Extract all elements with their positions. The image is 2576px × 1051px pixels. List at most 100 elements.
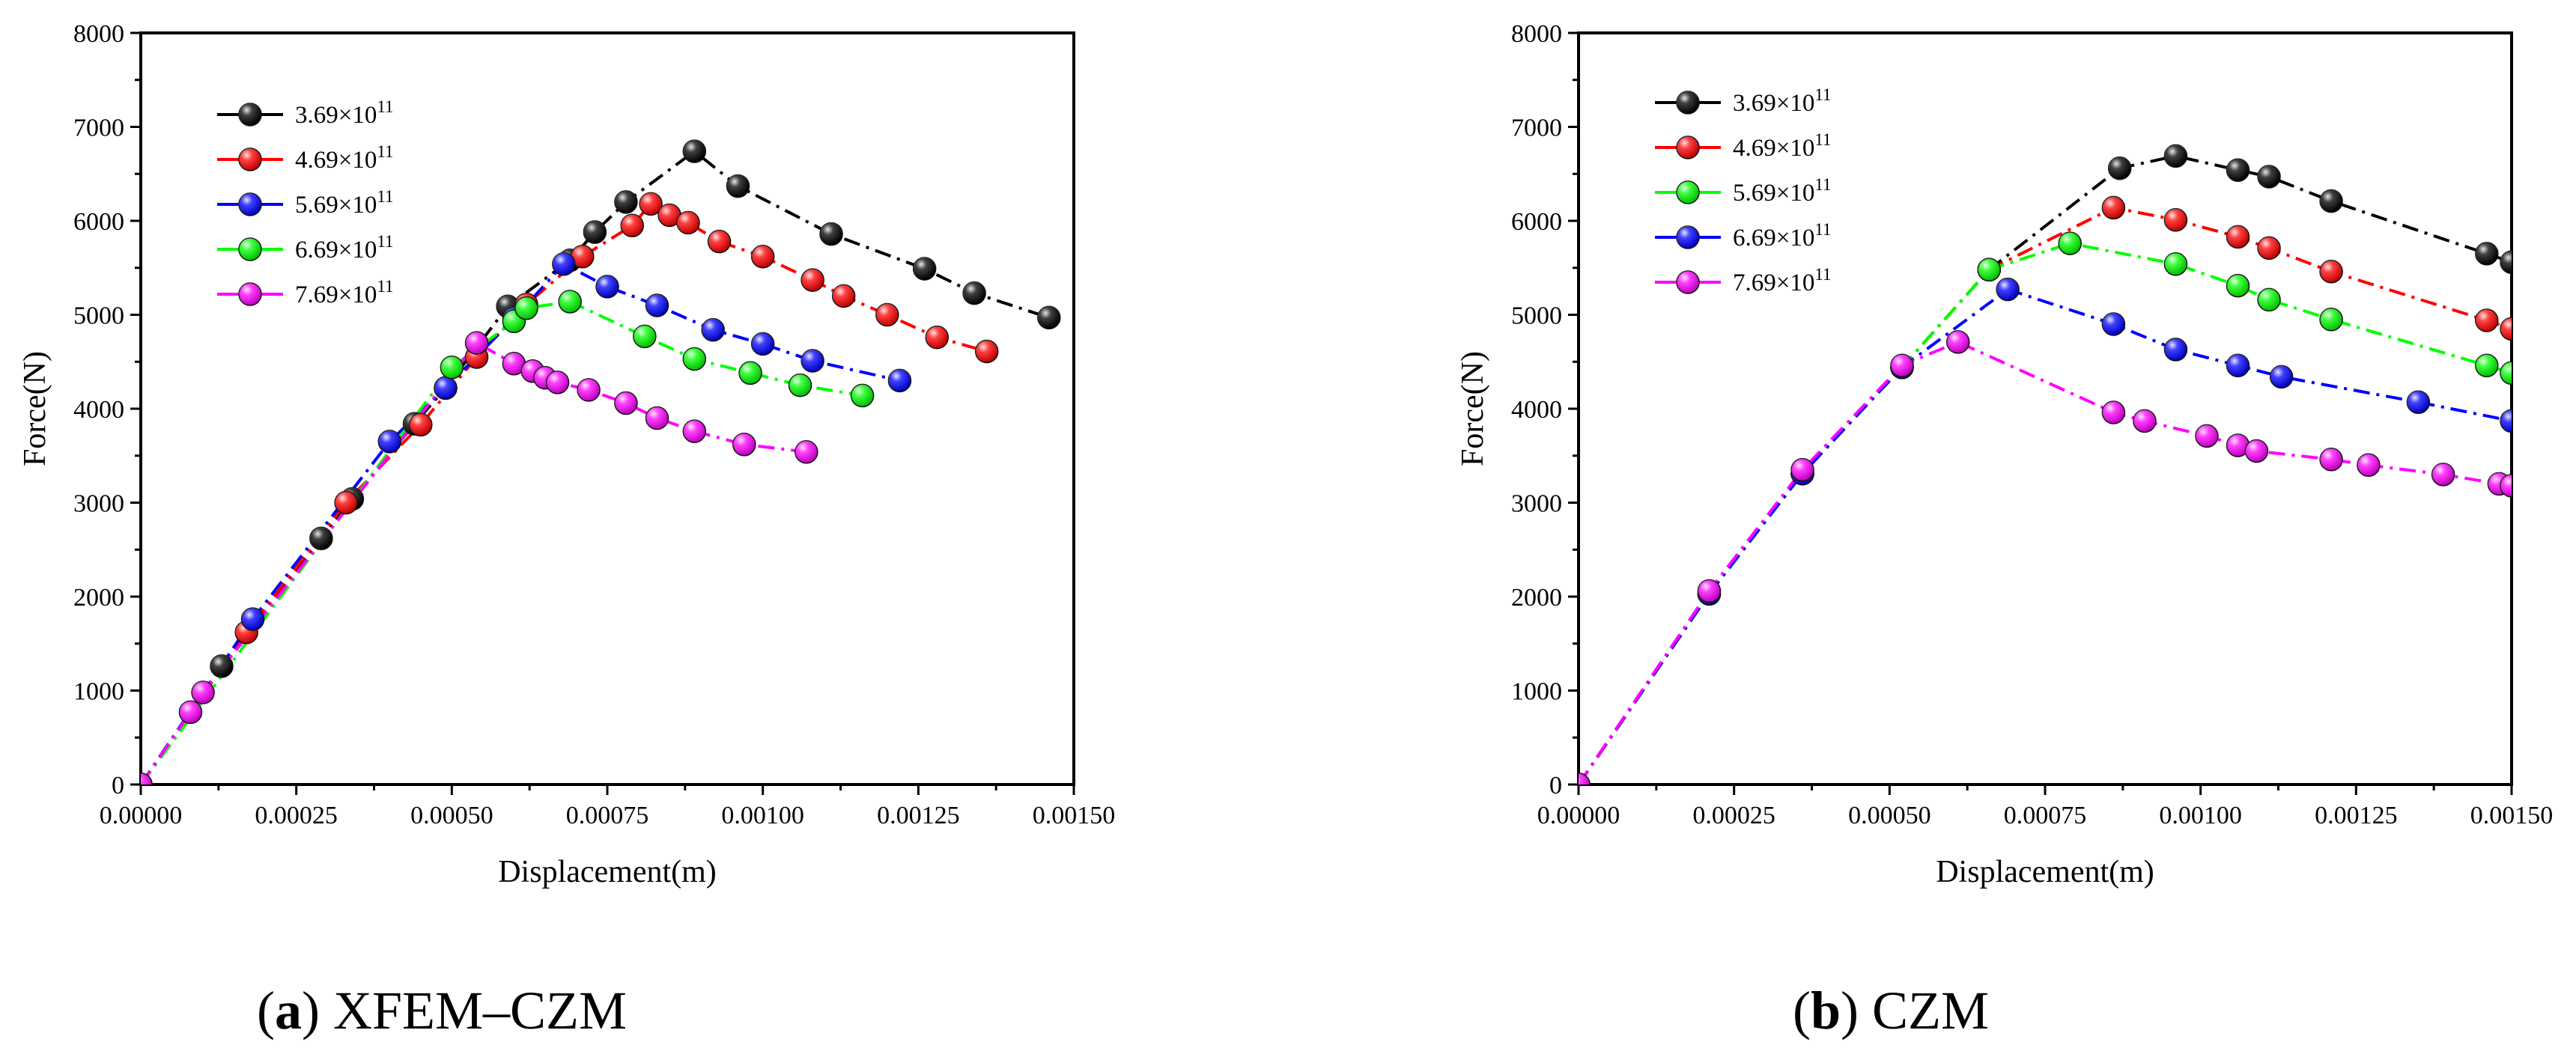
data-point-shine	[210, 654, 233, 677]
data-point-shine	[2226, 225, 2250, 249]
legend-label: 7.69×1011	[295, 277, 394, 308]
data-point-shine	[2357, 454, 2380, 477]
plot-area	[141, 139, 1061, 785]
y-tick-label: 5000	[73, 302, 124, 330]
data-point-shine	[683, 140, 706, 163]
x-axis-label: Displacement(m)	[498, 855, 717, 889]
data-point-shine	[2226, 354, 2250, 377]
data-point-shine	[559, 290, 582, 313]
series-line	[141, 201, 988, 785]
data-point-shine	[801, 349, 824, 372]
x-tick-label: 0.00100	[721, 802, 804, 829]
x-tick-label: 0.00125	[877, 802, 960, 829]
y-tick-label: 8000	[73, 20, 124, 48]
data-point-shine	[309, 527, 332, 550]
legend-label: 4.69×1011	[295, 142, 394, 174]
legend-label: 3.69×1011	[295, 97, 394, 129]
data-point-shine	[2226, 274, 2250, 297]
caption-b-letter: b	[1811, 981, 1841, 1041]
data-point-shine	[2102, 401, 2125, 424]
legend-label: 3.69×1011	[1733, 85, 1832, 117]
data-point-shine	[409, 413, 432, 436]
data-point-shine	[2500, 409, 2512, 433]
y-tick-label: 4000	[1511, 396, 1562, 424]
data-point-shine	[2258, 288, 2281, 311]
y-axis-label: Force(N)	[1456, 351, 1490, 466]
x-tick-label: 0.00050	[1848, 802, 1931, 829]
data-point-shine	[583, 221, 607, 244]
data-point-shine	[1579, 773, 1590, 785]
data-point-shine	[683, 420, 706, 443]
legend-marker-shine	[1677, 91, 1699, 114]
data-point-shine	[739, 362, 762, 385]
plot-area	[1579, 144, 2512, 785]
data-point-shine	[552, 252, 575, 275]
data-point-shine	[851, 384, 874, 407]
data-point-shine	[515, 296, 538, 320]
data-point-shine	[708, 230, 731, 253]
data-point-shine	[502, 352, 526, 375]
data-point-shine	[2195, 424, 2218, 448]
data-point-shine	[1996, 278, 2020, 301]
data-point-shine	[820, 222, 843, 246]
x-tick-label: 0.00075	[566, 802, 649, 829]
plot-frame	[139, 31, 1075, 786]
data-point-shine	[2500, 251, 2512, 274]
data-point-shine	[2102, 196, 2125, 219]
data-point-shine	[633, 325, 656, 348]
data-point-shine	[795, 440, 818, 463]
data-point-shine	[192, 681, 215, 704]
data-point-shine	[335, 491, 358, 514]
data-point-shine	[676, 211, 699, 234]
data-point-shine	[2059, 232, 2082, 255]
data-point-shine	[2245, 439, 2268, 463]
x-tick-label: 0.00000	[1537, 802, 1620, 829]
y-tick-label: 6000	[1511, 208, 1562, 236]
x-tick-label: 0.00050	[410, 802, 493, 829]
data-point-shine	[621, 214, 644, 237]
series-line	[1579, 287, 2512, 785]
series-line	[1579, 206, 2512, 785]
legend-label: 4.69×1011	[1733, 130, 1832, 162]
x-tick-label: 0.00150	[1033, 802, 1116, 829]
data-point-shine	[614, 392, 637, 415]
x-tick-label: 0.00125	[2315, 802, 2398, 829]
data-point-shine	[1890, 354, 1913, 377]
x-axis-label: Displacement(m)	[1936, 855, 2154, 889]
data-point-shine	[726, 174, 750, 198]
caption-a: (a) XFEM–CZM	[257, 981, 627, 1041]
legend-marker-shine	[1677, 181, 1699, 204]
data-point-shine	[2226, 159, 2250, 182]
y-tick-label: 3000	[1511, 490, 1562, 518]
data-point-shine	[596, 275, 619, 298]
data-point-shine	[440, 356, 464, 379]
data-point-shine	[732, 433, 756, 456]
data-point-shine	[2258, 237, 2281, 260]
y-tick-label: 6000	[73, 208, 124, 236]
data-point-shine	[2108, 156, 2131, 180]
data-point-shine	[645, 293, 669, 317]
data-point-shine	[2164, 252, 2187, 275]
data-point-shine	[1791, 458, 1814, 481]
y-tick-label: 7000	[1511, 115, 1562, 142]
x-tick-label: 0.00000	[100, 802, 183, 829]
data-point-shine	[751, 332, 774, 356]
x-tick-label: 0.00025	[255, 802, 338, 829]
data-point-shine	[2407, 391, 2430, 414]
data-point-shine	[926, 326, 949, 349]
legend-marker-shine	[239, 238, 261, 261]
legend-marker-shine	[1677, 226, 1699, 249]
caption-b: (b) CZM	[1793, 981, 1989, 1041]
legend-label: 6.69×1011	[1733, 220, 1832, 252]
data-point-shine	[2270, 365, 2293, 389]
series-line	[1579, 242, 2512, 785]
data-point-shine	[2475, 242, 2498, 265]
data-point-shine	[378, 430, 401, 453]
series-line	[141, 299, 863, 785]
data-point-shine	[2500, 362, 2512, 385]
caption-b-text: CZM	[1872, 981, 1989, 1041]
data-point-shine	[640, 192, 663, 216]
data-point-shine	[2320, 260, 2343, 283]
data-point-shine	[2475, 354, 2498, 377]
y-tick-label: 3000	[73, 490, 124, 518]
